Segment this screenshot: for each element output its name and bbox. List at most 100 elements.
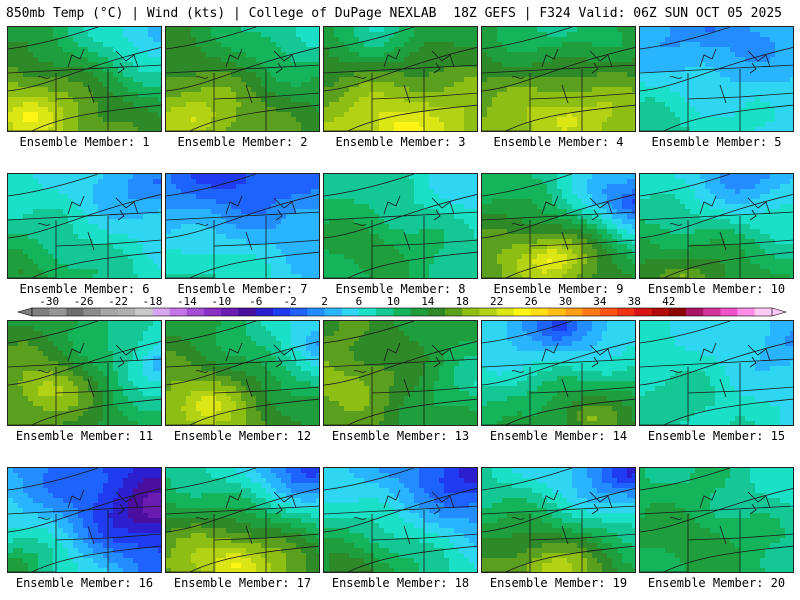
colorbar-swatch: [376, 308, 394, 316]
colorbar-swatch: [186, 308, 205, 316]
temperature-map: [324, 174, 477, 278]
temperature-field: [166, 468, 319, 572]
ensemble-member-label: Ensemble Member: 13: [331, 429, 470, 443]
colorbar-swatch: [479, 308, 497, 316]
colorbar-tick-label: 34: [593, 295, 607, 308]
temperature-map: [8, 174, 161, 278]
ensemble-map-panel: [639, 320, 794, 426]
ensemble-map-panel: [323, 467, 478, 573]
ensemble-map-panel: [323, 173, 478, 279]
temperature-map: [482, 468, 635, 572]
colorbar-swatch: [599, 308, 618, 316]
ensemble-map-panel: [481, 320, 636, 426]
temperature-map: [482, 27, 635, 131]
temperature-field: [8, 27, 161, 131]
colorbar-tick-label: -10: [211, 295, 231, 308]
colorbar-tick-label: 38: [628, 295, 641, 308]
map-borders: [640, 321, 793, 425]
colorbar-swatch: [582, 308, 601, 316]
map-borders: [482, 321, 635, 425]
colorbar-tick-label: 26: [524, 295, 537, 308]
colorbar-right-arrow: [771, 307, 788, 317]
temperature-map: [640, 27, 793, 131]
map-borders: [640, 27, 793, 131]
colorbar-tick-label: -2: [284, 295, 297, 308]
colorbar-swatch: [152, 308, 170, 316]
colorbar-swatch: [720, 308, 738, 316]
map-borders: [324, 174, 477, 278]
temperature-field: [482, 321, 635, 425]
ensemble-map-panel: [165, 320, 320, 426]
colorbar-tick-label: 42: [662, 295, 675, 308]
temperature-map: [8, 321, 161, 425]
colorbar-swatch: [255, 308, 274, 316]
temperature-field: [324, 174, 477, 278]
temperature-field: [166, 27, 319, 131]
temperature-map: [166, 174, 319, 278]
temperature-map: [324, 321, 477, 425]
temperature-map: [166, 27, 319, 131]
map-borders: [8, 27, 161, 131]
map-borders: [166, 468, 319, 572]
ensemble-member-label: Ensemble Member: 8: [335, 282, 466, 296]
temperature-field: [324, 321, 477, 425]
colorbar-swatch: [358, 308, 377, 316]
temperature-map: [482, 174, 635, 278]
header-left-title: 850mb Temp (°C) | Wind (kts) | College o…: [6, 6, 437, 21]
colorbar-swatch: [462, 308, 480, 316]
ensemble-member-label: Ensemble Member: 12: [173, 429, 312, 443]
map-borders: [640, 174, 793, 278]
temperature-field: [640, 321, 793, 425]
temperature-map: [166, 468, 319, 572]
colorbar-swatch: [393, 308, 411, 316]
map-borders: [482, 468, 635, 572]
temperature-map: [324, 468, 477, 572]
temperature-map: [8, 27, 161, 131]
colorbar-swatch: [685, 308, 704, 316]
ensemble-map-panel: [7, 320, 162, 426]
colorbar-tick-label: 18: [456, 295, 469, 308]
colorbar-swatch: [66, 308, 84, 316]
temperature-map: [640, 321, 793, 425]
temperature-field: [8, 174, 161, 278]
ensemble-map-panel: [7, 26, 162, 132]
colorbar-swatch: [324, 308, 343, 316]
colorbar-tick-label: -18: [143, 295, 163, 308]
colorbar-tick-label: -30: [39, 295, 59, 308]
ensemble-member-label: Ensemble Member: 19: [489, 576, 628, 590]
colorbar-tick-label: -14: [177, 295, 197, 308]
colorbar-swatch: [272, 308, 291, 316]
colorbar-swatch: [83, 308, 102, 316]
colorbar-swatch: [634, 308, 652, 316]
colorbar-swatch: [135, 308, 153, 316]
colorbar-swatch: [496, 308, 515, 316]
map-borders: [8, 468, 161, 572]
ensemble-member-label: Ensemble Member: 6: [19, 282, 150, 296]
temperature-field: [482, 27, 635, 131]
colorbar-tick-label: -22: [108, 295, 128, 308]
ensemble-map-panel: [639, 173, 794, 279]
colorbar-tick-label: 30: [559, 295, 572, 308]
ensemble-member-label: Ensemble Member: 17: [173, 576, 312, 590]
colorbar-tick-label: -6: [249, 295, 262, 308]
ensemble-map-panel: [165, 173, 320, 279]
ensemble-map-panel: [323, 320, 478, 426]
colorbar-swatch: [427, 308, 446, 316]
ensemble-map-panel: [481, 26, 636, 132]
colorbar-tick-label: 22: [490, 295, 503, 308]
ensemble-member-label: Ensemble Member: 2: [177, 135, 308, 149]
temperature-field: [166, 321, 319, 425]
colorbar-swatch: [548, 308, 566, 316]
colorbar-swatch: [668, 308, 687, 316]
colorbar-tick-label: 6: [356, 295, 363, 308]
temperature-colorbar: -30 -26 -22 -18 -14 -10 -6 -2 2 6 10 14 18 22 26 30 34 38…: [0, 294, 800, 318]
ensemble-member-label: Ensemble Member: 18: [331, 576, 470, 590]
colorbar-swatch: [307, 308, 325, 316]
map-borders: [166, 174, 319, 278]
temperature-field: [640, 468, 793, 572]
map-borders: [482, 27, 635, 131]
ensemble-map-panel: [481, 173, 636, 279]
map-borders: [324, 468, 477, 572]
ensemble-member-label: Ensemble Member: 3: [335, 135, 466, 149]
colorbar-swatch: [290, 308, 308, 316]
